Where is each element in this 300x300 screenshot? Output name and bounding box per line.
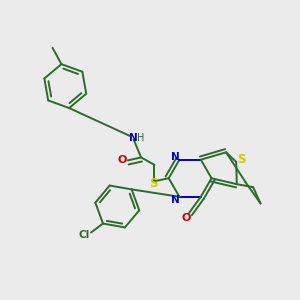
Text: S: S bbox=[149, 177, 157, 190]
Text: H: H bbox=[137, 133, 145, 143]
Text: N: N bbox=[172, 195, 180, 205]
Text: O: O bbox=[181, 214, 191, 224]
Text: N: N bbox=[171, 152, 179, 162]
Text: S: S bbox=[237, 153, 246, 166]
Text: Cl: Cl bbox=[79, 230, 90, 240]
Text: N: N bbox=[129, 133, 138, 143]
Text: O: O bbox=[118, 155, 127, 165]
